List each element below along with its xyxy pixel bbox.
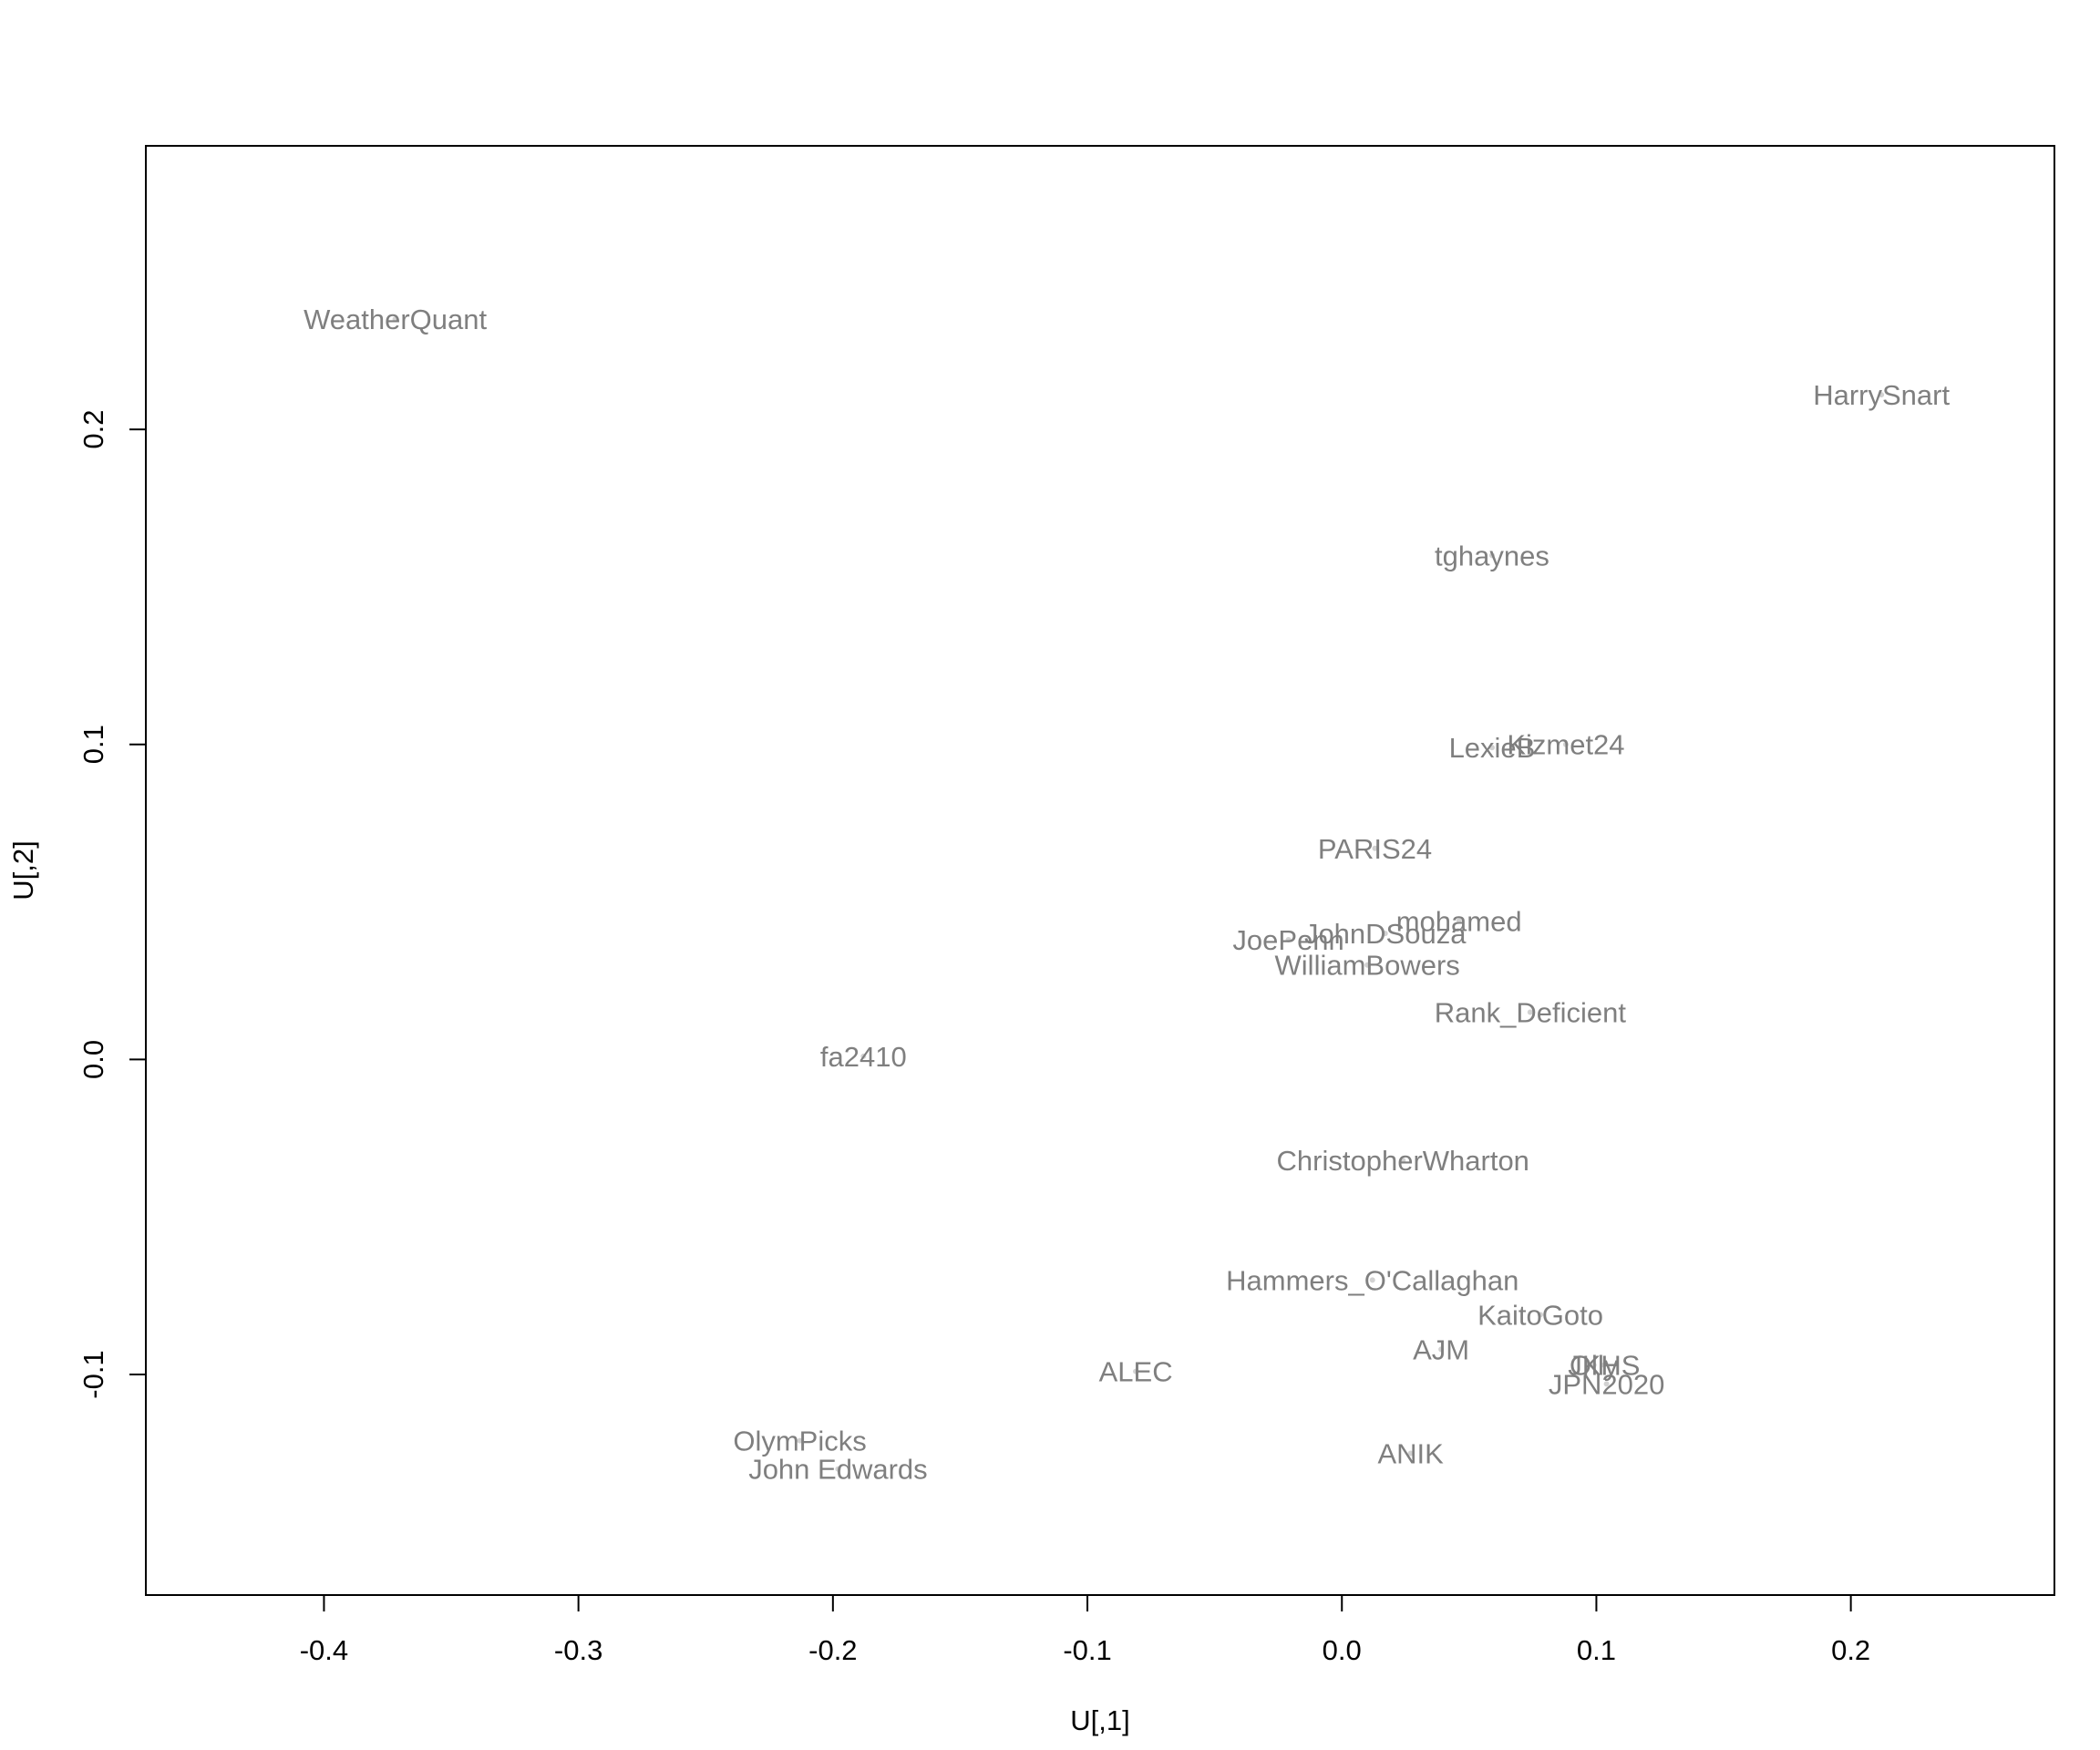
x-tick-label: -0.1 <box>1063 1634 1111 1666</box>
point-label: AJM <box>1413 1333 1469 1365</box>
point-label: ChristopherWharton <box>1277 1145 1529 1177</box>
y-tick-label: -0.1 <box>77 1350 109 1398</box>
data-point <box>860 1053 867 1059</box>
data-point <box>1527 1009 1533 1015</box>
data-point <box>1364 962 1371 968</box>
data-point <box>1285 937 1292 943</box>
x-tick-label: -0.3 <box>554 1634 602 1666</box>
data-point <box>1372 845 1378 851</box>
point-label: WilliamBowers <box>1275 950 1460 982</box>
data-point <box>1382 931 1388 937</box>
point-label: fa2410 <box>820 1041 907 1073</box>
point-label: ANIK <box>1377 1437 1444 1469</box>
x-tick-label: -0.2 <box>808 1634 857 1666</box>
point-label: mohamed <box>1396 905 1522 937</box>
point-label: JKHS <box>1568 1350 1640 1382</box>
point-label: PARIS24 <box>1318 833 1432 865</box>
x-tick-label: 0.0 <box>1323 1634 1362 1666</box>
y-tick-label: 0.0 <box>77 1040 109 1079</box>
point-label: JohnDSouza <box>1304 918 1467 950</box>
data-point <box>1488 745 1495 751</box>
y-axis: -0.1 0.0 0.1 0.2 <box>77 410 147 1399</box>
data-point <box>1488 552 1495 559</box>
data-point <box>1456 918 1462 924</box>
point-label: Rank_Deficient <box>1435 997 1627 1029</box>
data-point <box>1590 1362 1597 1368</box>
points-layer: WeatherQuant HarrySnart tghaynes Kizmet24Le… <box>304 304 1950 1486</box>
y-tick-label: 0.2 <box>77 410 109 449</box>
point-label: ALEC <box>1099 1356 1173 1388</box>
data-point <box>1369 1277 1375 1283</box>
data-point <box>392 316 398 323</box>
data-point <box>797 1437 803 1444</box>
x-tick-label: 0.2 <box>1831 1634 1870 1666</box>
y-axis-title: U[,2] <box>7 840 39 900</box>
data-point <box>1879 392 1885 398</box>
x-tick-label: -0.4 <box>300 1634 348 1666</box>
data-point <box>1400 1158 1406 1163</box>
point-label: JoePenn <box>1232 924 1343 956</box>
point-label: John Edwards <box>748 1454 927 1486</box>
data-point <box>1603 1381 1610 1387</box>
point-label: WeatherQuant <box>304 304 487 335</box>
data-point <box>1538 1312 1544 1318</box>
y-tick-label: 0.1 <box>77 725 109 764</box>
point-label: Olly <box>1570 1350 1619 1382</box>
point-label: HarrySnart <box>1813 379 1950 411</box>
point-label: tghaynes <box>1435 540 1549 571</box>
point-label: Kizmet24 <box>1507 729 1624 761</box>
x-tick-label: 0.1 <box>1577 1634 1616 1666</box>
data-point <box>1438 1346 1445 1353</box>
x-axis-title: U[,1] <box>1070 1704 1129 1736</box>
point-label: KaitoGoto <box>1477 1299 1603 1331</box>
data-point <box>1562 741 1569 747</box>
point-label: OlymPicks <box>733 1426 866 1457</box>
x-axis: -0.4 -0.3 -0.2 -0.1 0.0 0.1 0.2 <box>300 1594 1870 1666</box>
data-point <box>835 1466 841 1472</box>
data-point <box>1601 1362 1607 1368</box>
point-label: JPN2020 <box>1549 1368 1665 1400</box>
data-point <box>1407 1450 1414 1457</box>
point-label: Hammers_O'Callaghan <box>1226 1264 1518 1296</box>
point-label: LexieB <box>1449 732 1536 764</box>
data-point <box>1133 1368 1139 1374</box>
